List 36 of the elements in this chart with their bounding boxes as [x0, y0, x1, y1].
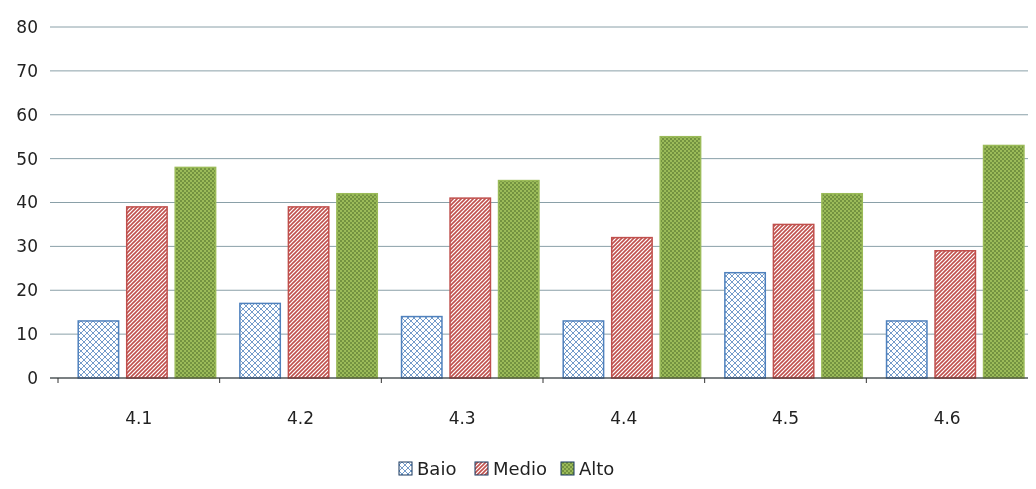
bar: [562, 320, 605, 379]
bar: [449, 197, 492, 379]
y-tick-label: 50: [16, 148, 38, 169]
bar: [772, 223, 815, 379]
x-tick-label: 4.6: [933, 408, 961, 428]
bar: [125, 206, 168, 379]
bar: [239, 302, 282, 379]
x-tick-label: 4.5: [771, 408, 800, 428]
bar: [77, 320, 120, 379]
y-tick-label: 0: [27, 367, 38, 388]
bar: [724, 271, 767, 379]
bar: [336, 192, 379, 379]
legend-label: Baio: [417, 458, 457, 479]
x-tick-label: 4.2: [286, 408, 315, 428]
y-tick-label: 60: [16, 104, 38, 125]
y-tick-label: 20: [16, 280, 38, 301]
bar: [400, 315, 443, 379]
y-tick-label: 70: [16, 60, 38, 81]
bar: [497, 179, 540, 379]
bar: [610, 236, 653, 379]
legend-label: Medio: [493, 458, 548, 479]
bar: [287, 206, 330, 379]
bar: [659, 135, 702, 379]
x-tick-label: 4.1: [125, 408, 153, 428]
y-tick-label: 80: [16, 16, 38, 37]
bar: [885, 320, 928, 379]
bar: [174, 166, 217, 379]
y-tick-label: 40: [16, 192, 38, 213]
bar: [934, 250, 977, 379]
y-tick-label: 10: [16, 324, 38, 345]
bar: [821, 192, 864, 379]
x-tick-label: 4.3: [448, 408, 476, 428]
x-tick-label: 4.4: [610, 408, 638, 428]
legend-label: Alto: [579, 458, 615, 479]
y-tick-label: 30: [16, 236, 38, 257]
bar: [982, 144, 1025, 379]
